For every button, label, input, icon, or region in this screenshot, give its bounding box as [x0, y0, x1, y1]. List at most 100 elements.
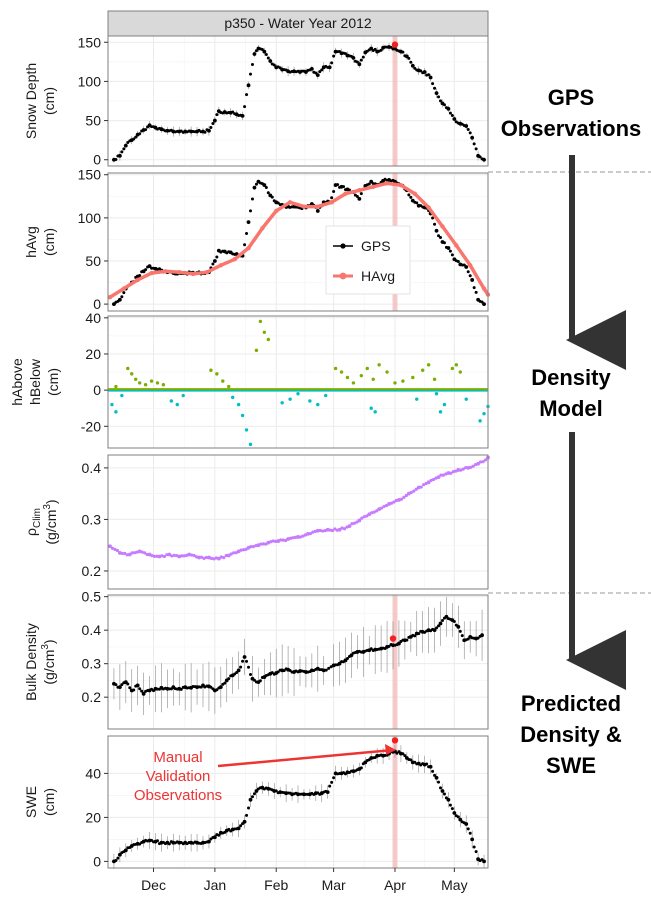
gps-point — [456, 815, 460, 819]
gps-point — [266, 56, 270, 60]
gps-point — [240, 113, 245, 118]
y-axis-label: ρClim (g/cm3) — [23, 499, 59, 544]
havg-point — [301, 204, 307, 209]
gps-point — [428, 764, 433, 769]
rho-clim-point — [190, 553, 194, 557]
rho-clim-point — [212, 557, 216, 561]
rho-clim-point — [441, 473, 446, 477]
gps-point — [241, 659, 245, 663]
rho-clim-point — [436, 475, 441, 480]
gps-point — [450, 113, 454, 117]
gps-point — [379, 48, 383, 52]
gps-point — [262, 49, 267, 54]
gps-point — [476, 636, 480, 640]
hbelow-point — [296, 392, 300, 396]
habove-point — [143, 383, 148, 387]
gps-point — [442, 792, 446, 796]
y-tick-label: 0 — [93, 382, 101, 398]
rho-clim-point — [271, 539, 275, 543]
x-tick-label: Dec — [141, 877, 166, 893]
hbelow-point — [240, 413, 245, 418]
rho-clim-point — [162, 554, 167, 559]
hbelow-point — [308, 399, 312, 403]
rho-clim-point — [456, 468, 461, 472]
gps-point — [403, 754, 407, 758]
gps-point — [482, 302, 486, 306]
habove-point — [114, 384, 118, 389]
gps-point — [132, 688, 136, 692]
rho-clim-point — [342, 527, 347, 531]
gps-point — [437, 780, 441, 784]
gps-point — [318, 70, 322, 74]
gps-point — [147, 264, 152, 269]
gps-point — [227, 827, 231, 831]
habove-point — [371, 377, 375, 381]
y-axis-label-line: (cm) — [45, 368, 61, 396]
y-axis-label-line: SWE — [23, 786, 39, 818]
gps-point — [243, 243, 247, 247]
gps-point — [482, 157, 486, 162]
gps-point — [207, 128, 211, 133]
label-predicted-line-1: Predicted — [520, 691, 622, 716]
gps-point — [472, 845, 476, 849]
gps-point — [446, 106, 451, 111]
gps-point — [242, 819, 247, 824]
gps-point — [410, 63, 415, 68]
rho-clim-point — [172, 553, 176, 557]
gps-point — [248, 797, 253, 802]
rho-clim-point — [219, 555, 223, 559]
rho-clim-point — [291, 536, 295, 540]
gps-point — [431, 82, 435, 86]
gps-point — [434, 775, 439, 780]
rho-clim-point — [108, 544, 112, 549]
gps-point — [468, 131, 472, 135]
gps-point — [337, 661, 342, 666]
hbelow-point — [478, 419, 482, 423]
gps-point — [223, 681, 227, 685]
rho-clim-point — [269, 540, 273, 544]
havg-point — [315, 204, 320, 209]
hbelow-point — [114, 410, 118, 414]
gps-point — [351, 56, 356, 60]
gps-point — [432, 628, 437, 633]
gps-point — [440, 618, 444, 622]
gps-point — [266, 191, 270, 195]
havg-point — [274, 208, 279, 214]
gps-point — [141, 691, 146, 696]
gps-point — [179, 687, 183, 691]
gps-point — [314, 71, 318, 75]
habove-point — [126, 366, 130, 371]
gps-point — [254, 49, 258, 53]
gps-point — [132, 137, 136, 141]
rho-clim-point — [167, 552, 172, 557]
y-tick-label: 50 — [85, 253, 101, 269]
validation-band — [392, 595, 398, 729]
x-tick-label: Apr — [384, 877, 406, 893]
rho-clim-point — [422, 483, 426, 487]
annotation-arrowhead — [385, 744, 396, 755]
rho-clim-point — [365, 514, 369, 518]
rho-clim-point — [412, 489, 416, 493]
y-tick-label: 0.3 — [82, 656, 102, 672]
rho-clim-point — [123, 551, 127, 556]
habove-point — [130, 372, 134, 376]
rho-clim-point — [333, 527, 337, 531]
gps-point — [361, 55, 365, 59]
y-tick-label: 40 — [85, 765, 101, 781]
rho-clim-point — [197, 555, 201, 560]
x-tick-label: Jan — [204, 877, 227, 893]
x-tick-label: Mar — [322, 877, 346, 893]
y-tick-label: 20 — [85, 809, 101, 825]
rho-clim-point — [241, 548, 246, 552]
rho-clim-point — [414, 487, 418, 491]
habove-point — [221, 379, 225, 383]
gps-point — [274, 789, 278, 793]
gps-point — [345, 657, 349, 661]
gps-point — [466, 827, 470, 831]
rho-clim-point — [340, 526, 344, 530]
label-density-model-line-1: Density — [531, 365, 611, 390]
gps-point — [138, 132, 142, 136]
gps-point — [321, 668, 326, 673]
gps-point — [315, 73, 320, 78]
